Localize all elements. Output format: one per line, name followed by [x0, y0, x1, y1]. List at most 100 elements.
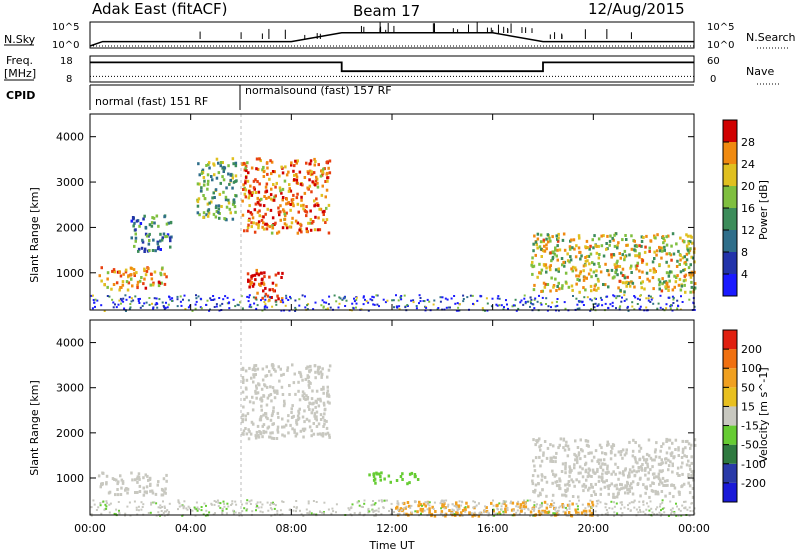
- data-cell: [558, 443, 561, 447]
- data-cell: [310, 397, 314, 401]
- data-cell: [657, 462, 661, 466]
- noise-cell: [306, 512, 309, 515]
- data-cell: [456, 511, 459, 515]
- colorbar-swatch: [723, 230, 737, 252]
- data-cell: [519, 506, 522, 510]
- data-cell: [246, 272, 250, 276]
- noise-cell: [295, 500, 298, 502]
- data-cell: [614, 462, 617, 466]
- noise-cell: [477, 502, 480, 505]
- noise-cell: [456, 302, 459, 305]
- data-cell: [690, 280, 693, 284]
- noise-cell: [692, 510, 695, 513]
- data-cell: [626, 482, 629, 485]
- noise-cell: [575, 297, 578, 300]
- noise-cell: [607, 307, 610, 310]
- noise-cell: [245, 509, 248, 512]
- noise-cell: [194, 514, 197, 517]
- noise-cell: [551, 499, 554, 502]
- noise-cell: [472, 506, 475, 509]
- data-cell: [539, 444, 543, 447]
- data-cell: [298, 370, 301, 374]
- noise-cell: [231, 502, 234, 505]
- data-cell: [636, 254, 640, 258]
- noise-cell: [282, 301, 285, 304]
- noise-cell: [240, 295, 243, 298]
- data-cell: [623, 290, 626, 294]
- noise-cell: [627, 309, 630, 312]
- data-cell: [112, 283, 116, 286]
- data-cell: [553, 252, 557, 256]
- noise-cell: [289, 508, 292, 511]
- data-cell: [657, 492, 660, 496]
- noise-cell: [378, 499, 381, 502]
- noise-cell: [338, 296, 341, 299]
- data-cell: [602, 234, 605, 238]
- data-cell: [249, 282, 252, 286]
- data-cell: [296, 202, 300, 206]
- data-cell: [158, 282, 162, 285]
- noise-cell: [141, 305, 144, 307]
- colorbar-swatch: [723, 425, 737, 445]
- data-cell: [590, 289, 593, 293]
- data-cell: [256, 167, 260, 171]
- noise-cell: [180, 504, 183, 507]
- data-cell: [154, 492, 158, 496]
- data-cell: [302, 435, 305, 439]
- data-cell: [690, 470, 693, 474]
- data-cell: [595, 288, 598, 292]
- data-cell: [247, 219, 251, 222]
- noise-cell: [275, 300, 278, 303]
- data-cell: [222, 165, 225, 169]
- noise-cell: [406, 304, 409, 307]
- noise-cell: [565, 508, 568, 511]
- data-cell: [323, 422, 326, 426]
- data-cell: [280, 297, 284, 301]
- data-cell: [647, 471, 650, 475]
- data-cell: [686, 248, 690, 252]
- noise-cell: [503, 306, 505, 309]
- data-cell: [106, 271, 110, 275]
- data-cell: [287, 189, 291, 193]
- data-cell: [307, 383, 311, 387]
- data-cell: [692, 256, 695, 260]
- noise-cell: [502, 500, 505, 502]
- data-cell: [139, 222, 143, 225]
- data-cell: [217, 161, 220, 165]
- data-cell: [126, 491, 129, 495]
- noise-cell: [457, 306, 460, 309]
- data-cell: [151, 249, 155, 252]
- data-cell: [542, 451, 545, 455]
- data-cell: [130, 219, 133, 223]
- data-cell: [690, 235, 693, 239]
- noise-cell: [576, 307, 579, 310]
- data-cell: [272, 422, 275, 426]
- data-cell: [222, 170, 225, 173]
- noise-cell: [426, 508, 429, 511]
- data-cell: [247, 278, 250, 282]
- data-cell: [291, 198, 295, 201]
- data-cell: [274, 273, 278, 277]
- data-cell: [308, 169, 312, 173]
- noise-cell: [255, 298, 258, 301]
- data-cell: [225, 186, 228, 190]
- data-cell: [116, 493, 120, 497]
- data-cell: [320, 433, 323, 437]
- noise-cell: [502, 308, 505, 311]
- data-cell: [658, 469, 662, 473]
- data-cell: [282, 404, 286, 408]
- noise-cell: [93, 503, 96, 506]
- noise-cell: [552, 512, 555, 515]
- data-cell: [297, 411, 301, 415]
- data-cell: [317, 203, 320, 207]
- noise-cell: [471, 294, 474, 297]
- data-cell: [689, 446, 692, 450]
- data-cell: [533, 283, 536, 287]
- data-cell: [556, 237, 559, 241]
- data-cell: [689, 263, 692, 267]
- data-cell: [471, 514, 474, 518]
- noise-cell: [594, 510, 597, 513]
- data-cell: [614, 232, 618, 236]
- data-cell: [283, 402, 286, 406]
- noise-cell: [623, 506, 626, 509]
